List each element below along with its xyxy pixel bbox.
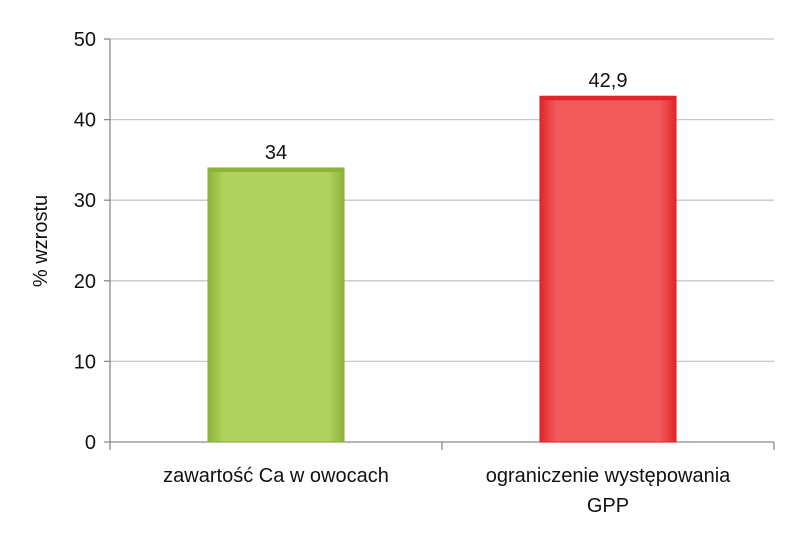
- y-tick-label: 50: [74, 29, 96, 51]
- y-tick-label: 20: [74, 271, 96, 293]
- y-axis-title: % wzrostu: [30, 195, 52, 287]
- labels: % wzrostu 0 10 20 30 40 50 34 zawartość Ca w ow…: [30, 29, 731, 517]
- x-category-label: zawartość Ca w owocach: [163, 465, 389, 487]
- bars: [207, 95, 677, 443]
- data-label: 34: [265, 142, 287, 164]
- bar: [207, 167, 345, 443]
- y-tick-label: 40: [74, 110, 96, 132]
- y-tick-label: 30: [74, 190, 96, 212]
- bar-top-edge: [207, 167, 345, 172]
- data-label: 42,9: [589, 70, 628, 92]
- bar: [539, 95, 677, 443]
- y-tick-label: 0: [85, 432, 96, 454]
- x-category-label: ograniczenie występowania GPP: [486, 465, 731, 517]
- bar-top-edge: [539, 96, 677, 101]
- y-tick-label: 10: [74, 351, 96, 373]
